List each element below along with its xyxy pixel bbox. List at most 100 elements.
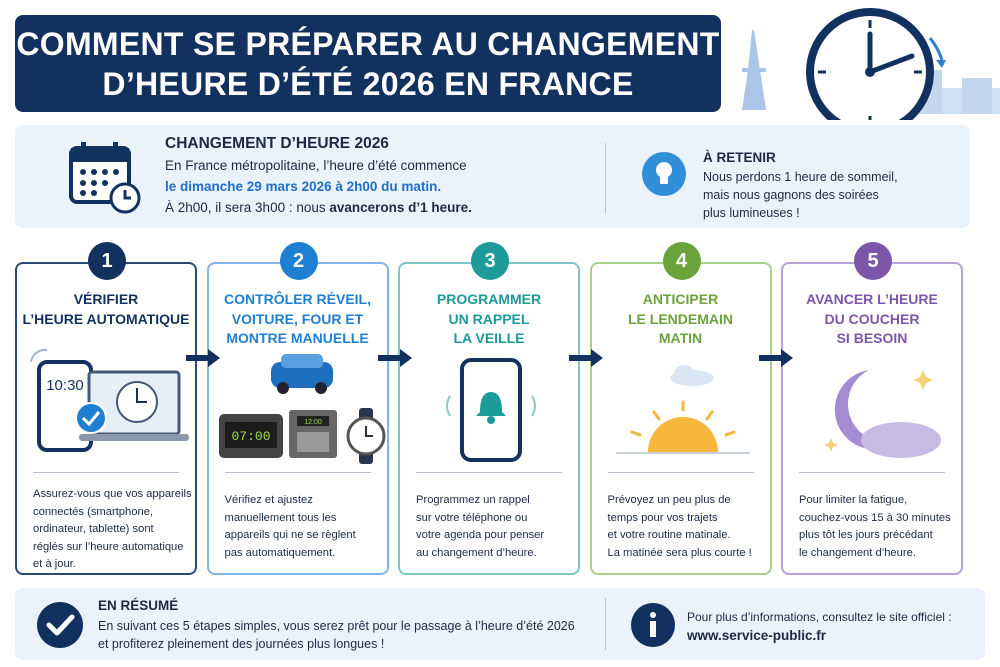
icon-rect: [224, 422, 277, 448]
step-title-line: MONTRE MANUELLE: [226, 330, 369, 346]
icon-circle: [91, 169, 97, 175]
icon-polygon: [759, 349, 793, 367]
info-box: CHANGEMENT D’HEURE 2026 En France métrop…: [15, 125, 970, 228]
step-number: 1: [88, 242, 126, 280]
icon-polygon: [936, 60, 946, 68]
icon-line: [630, 430, 641, 437]
remember-text: Nous perdons 1 heure de sommeil, mais no…: [703, 168, 898, 222]
icon-ellipse: [673, 365, 694, 381]
step-title: ANTICIPER LE LENDEMAIN MATIN: [592, 290, 770, 349]
phone-time: 10:30: [46, 377, 84, 394]
icon-line: [867, 53, 915, 75]
calendar-icon: [69, 142, 141, 214]
step-title: CONTRÔLER RÉVEIL, VOITURE, FOUR ET MONTRE …: [209, 290, 387, 349]
step-text-line: réglés sur l’heure automatique: [33, 540, 184, 553]
step-title-line: MATIN: [658, 330, 703, 346]
icon-circle: [80, 190, 86, 196]
step-text-line: appareils qui ne se règlent: [224, 529, 356, 541]
step-title-line: VÉRIFIER: [73, 291, 139, 307]
icon-line: [705, 410, 713, 421]
step-text-line: connectés (smartphone,: [33, 505, 154, 518]
step-text-line: le changement d’heure.: [799, 546, 916, 559]
icon-path: [30, 348, 48, 363]
divider: [605, 598, 606, 650]
icon-circle: [487, 416, 495, 424]
icon-ellipse: [861, 422, 941, 458]
step-text: Vérifiez et ajustez manuellement tous les…: [225, 492, 356, 562]
icon-rect: [113, 142, 118, 154]
icon-circle: [656, 162, 672, 178]
icon-circle: [91, 180, 97, 186]
step-text: Assurez-vous que vos appareils connectés …: [33, 486, 192, 574]
icon-g: [630, 400, 735, 437]
icon-g: [186, 349, 793, 367]
icon-rect: [660, 177, 668, 184]
step-card: 4 ANTICIPER LE LENDEMAIN MATIN Prévoyez un …: [589, 242, 772, 575]
icon-path: [913, 370, 933, 390]
more-link[interactable]: www.service-public.fr: [687, 628, 827, 643]
header-illustration: [742, 8, 1000, 120]
icon-rect: [280, 354, 323, 368]
info-heading: CHANGEMENT D’HEURE 2026: [165, 135, 389, 152]
icon-path: [46, 614, 75, 636]
icon-line: [652, 410, 660, 421]
icon-path: [647, 417, 718, 452]
step-title-line: UN RAPPEL: [448, 310, 530, 327]
icon-rect: [270, 362, 333, 388]
info-date: le dimanche 29 mars 2026 à 2h00 du matin…: [165, 179, 442, 194]
step-text-line: ordinateur, tablette) sont: [33, 523, 154, 535]
icon-line: [724, 430, 735, 437]
icon-rect: [79, 434, 189, 441]
step-title: PROGRAMMER UN RAPPEL LA VEILLE: [400, 290, 578, 349]
step-text-line: temps pour vos trajets: [607, 511, 718, 524]
summary-text: En suivant ces 5 étapes simples, vous se…: [98, 617, 575, 653]
icon-rect: [296, 432, 329, 452]
step-text-line: au changement d’heure.: [416, 546, 537, 559]
step-title-line: LA VEILLE: [453, 330, 525, 346]
step-text-line: Vérifiez et ajustez: [224, 494, 313, 506]
step-card: 3 PROGRAMMER UN RAPPEL LA VEILLE Programmez…: [398, 242, 580, 575]
info-text: À 2h00, il sera 3h00 : nous: [165, 200, 326, 215]
icon-polygon: [569, 349, 603, 367]
divider: [799, 472, 945, 473]
step-title-line: LE LENDEMAIN: [628, 310, 733, 327]
step-title-line: ANTICIPER: [642, 291, 719, 307]
icon-path: [446, 395, 536, 417]
step-text-line: et votre routine matinale.: [607, 529, 731, 541]
divider: [33, 472, 179, 473]
info-bold: avancerons d’1 heure.: [329, 200, 472, 215]
step-icon: [615, 365, 750, 454]
info-line: En France métropolitaine, l’heure d’été …: [165, 158, 467, 173]
icon-path: [476, 392, 506, 416]
summary-line: En suivant ces 5 étapes simples, vous se…: [98, 619, 575, 633]
icon-path: [834, 370, 903, 450]
step-text: Prévoyez un peu plus de temps pour vos tr…: [608, 492, 752, 562]
step-title-line: SI BESOIN: [836, 330, 908, 346]
divider: [224, 472, 371, 473]
icon-circle: [80, 180, 86, 186]
alarm-time: 07:00: [231, 429, 270, 444]
step-text-line: La matinée sera plus courte !: [607, 546, 752, 559]
icon-circle: [102, 180, 108, 186]
step-text-line: couchez-vous 15 à 30 minutes: [799, 511, 951, 524]
summary-box: EN RÉSUMÉ En suivant ces 5 étapes simple…: [15, 588, 985, 660]
step-number: 2: [279, 242, 318, 280]
step-text-line: Programmez un rappel: [416, 494, 530, 506]
title-banner: COMMENT SE PRÉPARER AU CHANGEMENT D’HEUR…: [15, 15, 721, 112]
icon-rect: [296, 416, 329, 426]
oven-time: 12:00: [304, 419, 322, 426]
icon-rect: [81, 142, 86, 154]
remember-line: Nous perdons 1 heure de sommeil,: [703, 170, 898, 184]
icon-circle: [37, 602, 83, 648]
icon-polygon: [186, 349, 220, 367]
step-text-line: Pour limiter la fatigue,: [799, 494, 908, 506]
step-title: VÉRIFIER L’HEURE AUTOMATIQUE: [17, 290, 195, 329]
summary-heading: EN RÉSUMÉ: [98, 598, 179, 613]
icon-circle: [102, 169, 108, 175]
step-icon: [824, 370, 941, 458]
icon-rect: [742, 68, 766, 72]
step-icon: 07:00 12:00: [218, 354, 385, 464]
step-icon: [446, 358, 536, 462]
step-title-line: PROGRAMMER: [436, 291, 542, 307]
